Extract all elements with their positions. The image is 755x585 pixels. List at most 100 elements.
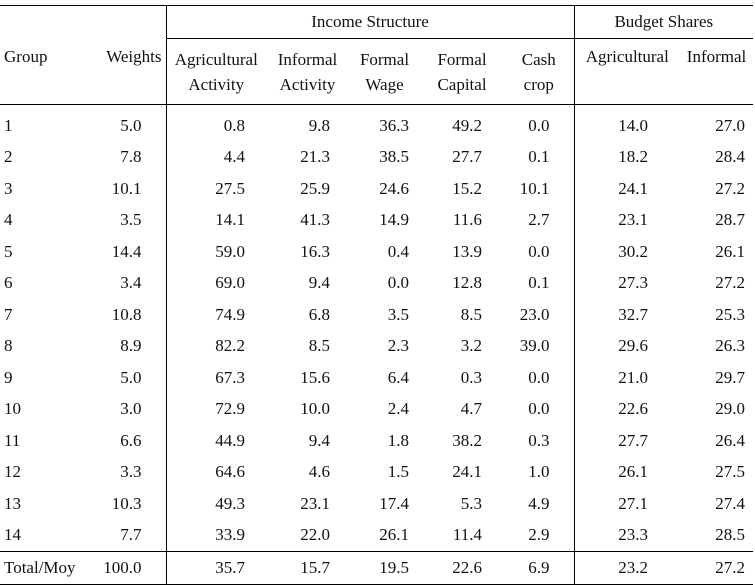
cash-crop-cell: 39.0 [504,330,575,362]
agricultural-activity-cell: 27.5 [215,178,245,198]
formal-wage-cell: 2.3 [387,336,409,356]
cash-crop-cell: 0.1 [504,267,575,299]
income-structure-table: Income Structure Budget Shares Group Wei… [0,5,754,585]
table-row: 7 10.8 74.9 6.8 3.5 8.5 23.0 32.7 25.3 [0,299,753,331]
formal-wage-cell: 1.5 [387,462,409,482]
formal-capital-cell: 4.7 [460,399,482,419]
total-weights-cell: 100.0 [94,551,167,585]
cash-crop-cell: 10.1 [504,173,575,205]
informal-activity-cell: 15.6 [300,367,330,387]
header-line: Informal [277,49,338,69]
cash-crop-cell: 0.0 [504,393,575,425]
agricultural-activity-cell: 69.0 [215,273,245,293]
column-header-row: Group Weights Agricultural Activity Infor… [0,38,754,105]
agricultural-activity-cell: 49.3 [215,493,245,513]
agricultural-activity-cell: 64.6 [215,462,245,482]
weights-cell: 6.6 [94,425,167,457]
formal-capital-cell: 27.7 [452,147,482,167]
informal-activity-cell: 16.3 [300,241,330,261]
budget-informal-cell: 25.3 [715,304,746,324]
agricultural-activity-column-header: Agricultural Activity [166,38,266,105]
weights-cell: 5.0 [94,362,167,394]
agricultural-activity-cell: 33.9 [215,525,245,545]
budget-informal-cell: 28.5 [715,525,746,545]
header-line: Wage [365,74,404,94]
formal-capital-cell: 0.3 [460,367,482,387]
weights-cell: 10.8 [94,299,167,331]
group-cell: 2 [4,147,13,167]
weights-cell: 8.9 [94,330,167,362]
cash-crop-cell: 1.0 [504,456,575,488]
budget-agricultural-cell: 27.1 [618,493,649,513]
agricultural-activity-cell: 44.9 [215,430,245,450]
group-cell: 5 [4,241,13,261]
header-line: crop [523,74,554,94]
cash-crop-column-header: Cash crop [504,38,575,105]
table-row: 12 3.3 64.6 4.6 1.5 24.1 1.0 26.1 27.5 [0,456,753,488]
header-line: Activity [188,74,245,94]
budget-agricultural-cell: 24.1 [618,178,649,198]
formal-capital-cell: 12.8 [452,273,482,293]
group-cell: 11 [4,430,21,450]
informal-activity-cell: 8.5 [308,336,330,356]
table-row: 14 7.7 33.9 22.0 26.1 11.4 2.9 23.3 28.5 [0,519,753,552]
group-cell: 8 [4,336,13,356]
formal-wage-cell: 2.4 [387,399,409,419]
cash-crop-cell: 23.0 [504,299,575,331]
budget-informal-cell: 27.2 [715,178,746,198]
budget-informal-cell: 28.4 [715,147,746,167]
table-row: 9 5.0 67.3 15.6 6.4 0.3 0.0 21.0 29.7 [0,362,753,394]
informal-activity-cell: 9.8 [308,115,330,135]
budget-informal-cell: 26.3 [715,336,746,356]
cash-crop-cell: 4.9 [504,488,575,520]
table-body: 1 5.0 0.8 9.8 36.3 49.2 0.0 14.0 27.0 2 7.8 4.4 21.3… [0,104,754,585]
weights-cell: 10.3 [94,488,167,520]
cash-crop-cell: 2.9 [504,519,575,552]
group-cell: 6 [4,273,13,293]
total-group-cell: Total/Moy [0,551,94,585]
formal-capital-cell: 13.9 [452,241,482,261]
table-row: 6 3.4 69.0 9.4 0.0 12.8 0.1 27.3 27.2 [0,267,753,299]
formal-wage-cell: 0.0 [387,273,409,293]
agricultural-activity-cell: 67.3 [215,367,245,387]
budget-informal-column-header: Informal [680,38,754,105]
weights-cell: 5.0 [94,104,167,142]
table-row: 2 7.8 4.4 21.3 38.5 27.7 0.1 18.2 28.4 [0,141,753,173]
budget-agricultural-cell: 23.1 [618,210,649,230]
total-formal-capital-cell: 22.6 [420,551,504,585]
header-line: Formal [437,49,487,69]
budget-informal-cell: 26.1 [715,241,746,261]
informal-activity-cell: 21.3 [300,147,330,167]
table-row: 11 6.6 44.9 9.4 1.8 38.2 0.3 27.7 26.4 [0,425,753,457]
formal-wage-column-header: Formal Wage [349,38,420,105]
formal-wage-cell: 24.6 [379,178,409,198]
budget-shares-header: Budget Shares [574,5,754,39]
budget-informal-cell: 27.0 [715,115,746,135]
budget-agricultural-cell: 29.6 [618,336,649,356]
budget-agricultural-cell: 18.2 [618,147,649,167]
budget-agricultural-cell: 26.1 [618,462,649,482]
cash-crop-cell: 0.3 [504,425,575,457]
group-cell: 10 [4,399,21,419]
informal-activity-cell: 6.8 [308,304,330,324]
cash-crop-cell: 0.0 [504,362,575,394]
budget-agricultural-column-header: Agricultural [574,38,681,105]
header-line: Cash [521,49,556,69]
agricultural-activity-cell: 14.1 [215,210,245,230]
header-empty-cell [0,5,167,39]
formal-capital-cell: 5.3 [460,493,482,513]
informal-activity-cell: 25.9 [300,178,330,198]
weights-column-header: Weights [94,38,167,105]
budget-agricultural-cell: 22.6 [618,399,649,419]
total-budget-agricultural-cell: 23.2 [574,551,681,585]
header-line: Activity [279,74,336,94]
budget-informal-cell: 29.0 [715,399,746,419]
total-row: Total/Moy 100.0 35.7 15.7 19.5 22.6 6.9 23.2 27.… [0,551,754,585]
table-row: 5 14.4 59.0 16.3 0.4 13.9 0.0 30.2 26.1 [0,236,753,268]
budget-agricultural-cell: 14.0 [618,115,649,135]
table-row: 8 8.9 82.2 8.5 2.3 3.2 39.0 29.6 26.3 [0,330,753,362]
group-cell: 1 [4,115,13,135]
formal-wage-cell: 17.4 [379,493,409,513]
budget-agricultural-cell: 27.7 [618,430,649,450]
budget-informal-cell: 27.2 [715,273,746,293]
